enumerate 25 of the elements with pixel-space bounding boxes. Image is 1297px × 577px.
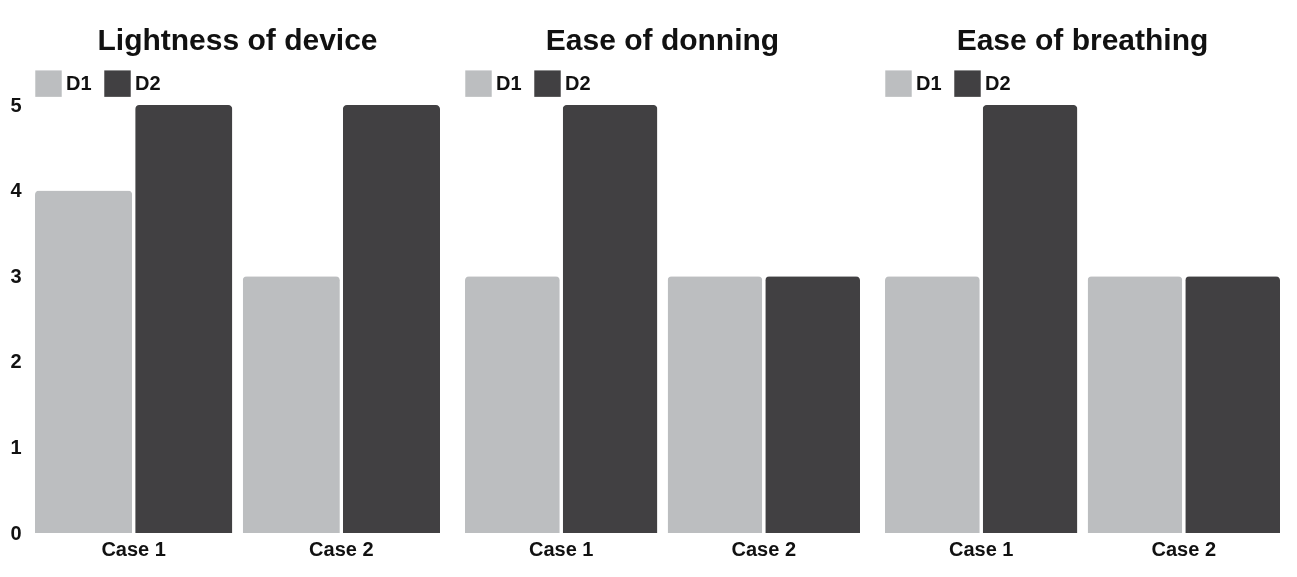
legend-label: D2 <box>135 71 161 94</box>
y-tick-label: 2 <box>10 350 22 373</box>
x-tick-label: Case 2 <box>731 537 797 560</box>
y-tick-label: 1 <box>10 435 22 458</box>
legend-label: D2 <box>985 71 1011 94</box>
bar <box>242 276 340 533</box>
legend-label: D1 <box>66 71 92 94</box>
x-tick-label: Case 1 <box>948 537 1014 560</box>
bar <box>135 105 233 533</box>
legend-label: D2 <box>565 71 591 94</box>
x-tick-label: Case 1 <box>101 537 166 560</box>
y-tick-label: 5 <box>10 93 22 116</box>
legend-label: D1 <box>916 71 942 94</box>
x-tick-label: Case 2 <box>1151 537 1217 560</box>
chart-title: Ease of breathing <box>956 23 1209 56</box>
y-tick-label: 0 <box>10 521 22 544</box>
legend-label: D1 <box>496 71 522 94</box>
chart-title: Lightness of device <box>97 23 378 56</box>
chart-title: Ease of donning <box>545 23 780 56</box>
x-tick-label: Case 1 <box>528 537 594 560</box>
y-tick-label: 3 <box>10 264 22 287</box>
y-tick-label: 4 <box>10 179 23 202</box>
x-tick-label: Case 2 <box>309 537 374 560</box>
bar <box>35 190 133 533</box>
bar <box>342 105 440 533</box>
